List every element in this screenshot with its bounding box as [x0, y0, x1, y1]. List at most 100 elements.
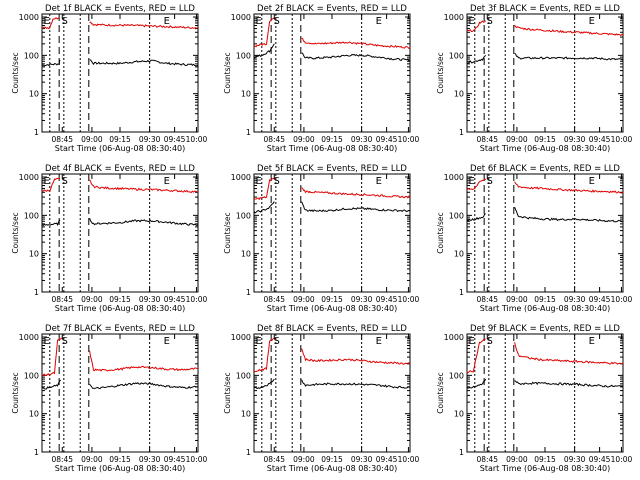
- series-line: [253, 43, 275, 59]
- y-axis-label: Counts/sec: [223, 372, 232, 413]
- x-tick-label: 09:00: [506, 135, 528, 144]
- x-tick-label: 09:45: [164, 135, 186, 144]
- x-axis-label: Start Time (06-Aug-08 08:30:40): [480, 304, 611, 313]
- x-tick-label: 09:15: [321, 135, 343, 144]
- interval-marker-label: S: [274, 16, 280, 27]
- panel-title: Det 6f BLACK = Events, RED = LLD: [470, 164, 620, 174]
- detector-panel: Det 3f BLACK = Events, RED = LLD 1 10 100 10…: [436, 4, 632, 153]
- x-tick-label: 08:45: [476, 295, 498, 304]
- x-tick-label: 08:45: [476, 135, 498, 144]
- x-tick-label: 09:00: [81, 295, 103, 304]
- interval-marker-label: E: [589, 16, 595, 27]
- y-tick-label: 10: [454, 250, 464, 259]
- x-tick-label: 09:00: [293, 135, 315, 144]
- y-axis-label: Counts/sec: [11, 372, 20, 413]
- panel-title: Det 2f BLACK = Events, RED = LLD: [257, 4, 407, 14]
- y-tick-label: 1000: [231, 333, 251, 342]
- series-line: [466, 213, 486, 222]
- interval-marker-label: E: [44, 176, 50, 187]
- x-tick-label: 08:45: [263, 455, 285, 464]
- interval-marker-label: E: [164, 176, 170, 187]
- panel-title: Det 7f BLACK = Events, RED = LLD: [45, 324, 195, 334]
- y-tick-label: 1000: [231, 173, 251, 182]
- x-tick-label: 09:30: [139, 455, 161, 464]
- y-tick-label: 10: [241, 250, 251, 259]
- series-line: [89, 59, 199, 67]
- y-tick-label: 1000: [19, 173, 39, 182]
- series-line: [301, 348, 411, 365]
- x-tick-label: 08:45: [51, 135, 73, 144]
- interval-marker-label: S: [62, 176, 68, 187]
- series-line: [253, 17, 275, 48]
- interval-marker-label: E: [376, 176, 382, 187]
- series-line: [514, 181, 624, 194]
- y-axis-label: Counts/sec: [223, 212, 232, 253]
- detector-panel: Det 1f BLACK = Events, RED = LLD 1 10 100 10…: [11, 4, 207, 153]
- panel-title: Det 8f BLACK = Events, RED = LLD: [257, 324, 407, 334]
- x-tick-label: 09:30: [351, 295, 373, 304]
- series-line: [41, 177, 61, 193]
- series-line: [301, 379, 411, 389]
- x-axis-label: Start Time (06-Aug-08 08:30:40): [480, 144, 611, 153]
- detector-panel: Det 2f BLACK = Events, RED = LLD 1 10 100 10…: [223, 4, 419, 153]
- series-line: [514, 52, 624, 61]
- y-tick-label: 1000: [444, 333, 464, 342]
- interval-marker-label: E: [376, 16, 382, 27]
- y-tick-label: 1000: [444, 13, 464, 22]
- x-tick-label: 08:45: [263, 135, 285, 144]
- series-line: [41, 59, 61, 67]
- series-line: [253, 337, 275, 373]
- interval-marker-label: E: [376, 336, 382, 347]
- y-tick-label: 1: [459, 288, 464, 297]
- detector-panel: Det 9f BLACK = Events, RED = LLD 1 10 100 10…: [436, 324, 632, 473]
- x-tick-label: 09:15: [321, 455, 343, 464]
- series-line: [466, 20, 487, 33]
- x-tick-label: 09:15: [109, 135, 131, 144]
- series-line: [253, 177, 275, 201]
- x-tick-label: 10:00: [611, 295, 633, 304]
- x-tick-label: 09:45: [164, 295, 186, 304]
- y-tick-label: 1: [459, 448, 464, 457]
- y-tick-label: 10: [241, 90, 251, 99]
- y-tick-label: 10: [241, 410, 251, 419]
- panel-title: Det 3f BLACK = Events, RED = LLD: [470, 4, 620, 14]
- interval-marker-label: E: [256, 16, 262, 27]
- detector-panel: Det 6f BLACK = Events, RED = LLD 1 10 100 10…: [436, 164, 632, 313]
- series-line: [41, 337, 63, 377]
- x-tick-label: 09:15: [109, 295, 131, 304]
- x-tick-label: 08:45: [263, 295, 285, 304]
- x-tick-label: 10:00: [186, 455, 208, 464]
- y-axis-label: Counts/sec: [11, 212, 20, 253]
- x-tick-label: 09:30: [351, 135, 373, 144]
- x-tick-label: 08:45: [51, 295, 73, 304]
- y-tick-label: 10: [29, 250, 39, 259]
- series-line: [89, 179, 199, 194]
- x-tick-label: 08:45: [476, 455, 498, 464]
- y-axis-label: Counts/sec: [436, 372, 445, 413]
- y-tick-label: 1: [34, 288, 39, 297]
- y-axis-label: Counts/sec: [436, 52, 445, 93]
- interval-marker-label: S: [487, 336, 493, 347]
- detector-panel: Det 5f BLACK = Events, RED = LLD 1 10 100 10…: [223, 164, 419, 313]
- x-axis-label: Start Time (06-Aug-08 08:30:40): [480, 464, 611, 473]
- x-tick-label: 08:45: [51, 455, 73, 464]
- interval-marker-label: E: [164, 16, 170, 27]
- x-tick-label: 10:00: [186, 135, 208, 144]
- x-tick-label: 09:15: [534, 135, 556, 144]
- x-tick-label: 09:45: [376, 295, 398, 304]
- y-tick-label: 1: [34, 448, 39, 457]
- series-line: [89, 350, 199, 372]
- interval-marker-label: E: [469, 336, 475, 347]
- y-tick-label: 100: [449, 51, 464, 60]
- x-tick-label: 10:00: [398, 295, 420, 304]
- x-tick-label: 09:45: [589, 295, 611, 304]
- x-tick-label: 09:00: [81, 455, 103, 464]
- interval-marker-label: S: [487, 16, 493, 27]
- y-axis-label: Counts/sec: [223, 52, 232, 93]
- series-line: [253, 378, 275, 390]
- x-tick-label: 09:30: [564, 455, 586, 464]
- interval-marker-label: E: [164, 336, 170, 347]
- series-line: [89, 21, 199, 29]
